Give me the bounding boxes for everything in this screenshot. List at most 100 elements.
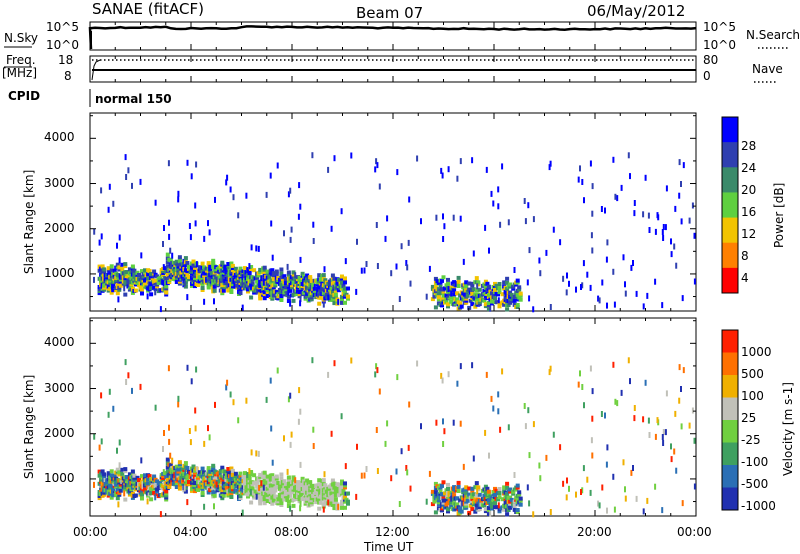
range-gate-cell <box>322 506 325 513</box>
range-gate-cell <box>165 465 170 470</box>
range-gate-cell <box>190 378 193 385</box>
range-gate-cell <box>322 301 325 308</box>
range-gate-cell <box>143 475 147 480</box>
range-gate-cell <box>252 268 257 273</box>
range-gate-cell <box>326 497 331 502</box>
range-gate-cell <box>591 183 594 190</box>
range-gate-cell <box>622 459 625 466</box>
range-gate-cell <box>483 302 488 307</box>
range-gate-cell <box>464 280 469 285</box>
range-gate-cell <box>433 490 438 495</box>
range-gate-cell <box>107 206 110 213</box>
range-gate-cell <box>194 425 197 432</box>
range-gate-cell <box>311 282 316 287</box>
range-gate-cell <box>456 175 459 182</box>
range-gate-cell <box>165 477 170 482</box>
range-gate-cell <box>552 431 555 438</box>
nsky-tick-bottom: 10^0 <box>46 38 79 52</box>
range-gate-cell <box>164 495 169 500</box>
range-gate-cell <box>483 285 488 290</box>
range-gate-cell <box>130 491 135 496</box>
colorbar-swatch <box>722 420 738 443</box>
range-gate-cell <box>140 287 144 292</box>
range-gate-cell <box>270 501 275 506</box>
range-gate-cell <box>290 490 294 495</box>
range-gate-cell <box>230 468 235 473</box>
range-gate-cell <box>494 488 499 493</box>
range-gate-cell <box>164 290 169 295</box>
nave-tick-top: 80 <box>703 53 718 67</box>
range-gate-cell <box>256 492 261 497</box>
nave-tick-bottom: 0 <box>703 69 711 83</box>
range-gate-cell <box>246 277 250 282</box>
range-gate-cell <box>149 292 154 297</box>
cpid-label: CPID <box>8 89 40 103</box>
range-gate-cell <box>483 490 488 495</box>
range-gate-cell <box>300 476 305 481</box>
range-gate-cell <box>470 497 475 501</box>
range-gate-cell <box>490 190 493 197</box>
range-gate-cell <box>441 500 446 505</box>
power-cbar-tick-28: 28 <box>741 139 756 153</box>
range-gate-cell <box>124 270 129 274</box>
range-gate-cell <box>505 512 510 517</box>
range-gate-cell <box>441 295 446 300</box>
range-gate-cell <box>274 289 279 294</box>
range-gate-cell <box>229 466 234 471</box>
x-axis-label: Time UT <box>363 540 414 554</box>
range-gate-cell <box>612 473 615 480</box>
range-gate-cell <box>279 499 284 503</box>
range-gate-cell <box>343 276 347 281</box>
range-gate-cell <box>614 193 617 200</box>
cpid-value: normal 150 <box>95 92 172 106</box>
range-gate-cell <box>408 401 411 408</box>
range-gate-cell <box>678 397 681 404</box>
range-gate-cell <box>241 304 244 311</box>
range-gate-cell <box>265 294 270 298</box>
range-gate-cell <box>245 192 248 199</box>
range-gate-cell <box>258 267 263 272</box>
range-gate-cell <box>102 285 107 290</box>
range-gate-cell <box>400 243 403 250</box>
xtick-0400: 04:00 <box>173 525 208 539</box>
range-gate-cell <box>340 208 343 215</box>
range-gate-cell <box>226 471 231 476</box>
power-cbar-tick-16: 16 <box>741 205 756 219</box>
range-gate-cell <box>474 503 479 508</box>
range-gate-cell <box>582 260 585 267</box>
range-gate-cell <box>433 481 438 486</box>
range-gate-cell <box>503 295 508 300</box>
range-gate-cell <box>286 294 291 299</box>
range-gate-cell <box>583 402 585 409</box>
range-gate-cell <box>115 262 120 267</box>
range-gate-cell <box>477 300 482 304</box>
range-gate-cell <box>299 461 302 468</box>
range-gate-cell <box>492 200 495 207</box>
range-gate-cell <box>548 164 551 171</box>
range-gate-cell <box>355 288 358 295</box>
range-gate-cell <box>472 455 475 462</box>
range-gate-cell <box>255 245 258 252</box>
range-gate-cell <box>482 288 487 293</box>
range-gate-cell <box>262 501 267 506</box>
range-gate-cell <box>246 494 250 499</box>
range-gate-cell <box>283 490 288 495</box>
range-gate-cell <box>527 407 530 414</box>
range-gate-cell <box>515 292 520 297</box>
range-gate-cell <box>647 417 650 424</box>
range-gate-cell <box>230 266 235 270</box>
range-gate-cell <box>100 469 105 474</box>
range-gate-cell <box>294 272 297 279</box>
range-gate-cell <box>290 431 293 438</box>
range-gate-cell <box>474 493 479 498</box>
range-gate-cell <box>154 494 157 501</box>
range-gate-cell <box>183 485 186 492</box>
range-gate-cell <box>317 490 322 495</box>
range-gate-cell <box>484 224 487 231</box>
range-gate-cell <box>416 360 419 367</box>
range-gate-cell <box>318 295 323 300</box>
range-gate-cell <box>270 425 273 432</box>
range-gate-cell <box>606 302 608 309</box>
range-gate-cell <box>532 216 535 223</box>
range-gate-cell <box>456 489 461 493</box>
